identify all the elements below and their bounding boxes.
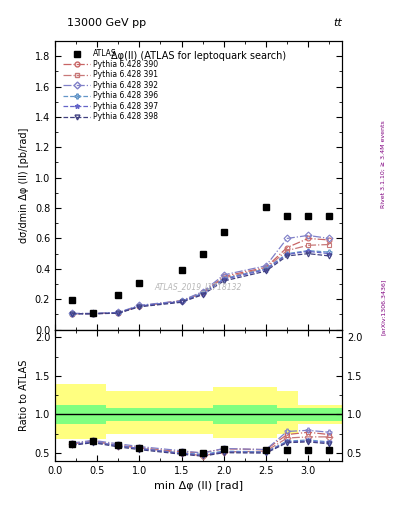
Bar [234, 388, 277, 438]
Text: tt: tt [333, 18, 342, 28]
ATLAS [137, 280, 142, 286]
Text: Δφ(ll) (ATLAS for leptoquark search): Δφ(ll) (ATLAS for leptoquark search) [111, 51, 286, 61]
ATLAS [285, 212, 289, 219]
X-axis label: min Δφ (ll) [rad]: min Δφ (ll) [rad] [154, 481, 243, 491]
Bar [160, 391, 192, 434]
Bar [298, 408, 342, 421]
Text: 13000 GeV pp: 13000 GeV pp [67, 18, 146, 28]
Bar [213, 405, 234, 424]
ATLAS [306, 212, 310, 219]
Bar [277, 391, 298, 434]
Text: [arXiv:1306.3436]: [arXiv:1306.3436] [381, 279, 386, 335]
ATLAS [264, 204, 268, 210]
Y-axis label: Ratio to ATLAS: Ratio to ATLAS [19, 359, 29, 431]
ATLAS [221, 229, 226, 236]
Bar [55, 383, 84, 439]
Bar [106, 391, 129, 434]
ATLAS [70, 297, 74, 303]
Bar [129, 408, 160, 421]
Text: Rivet 3.1.10; ≥ 3.4M events: Rivet 3.1.10; ≥ 3.4M events [381, 120, 386, 208]
Bar [213, 388, 234, 438]
Bar [106, 408, 129, 421]
Bar [84, 405, 106, 424]
Bar [277, 408, 298, 421]
ATLAS [200, 250, 205, 257]
Line: ATLAS: ATLAS [68, 204, 333, 317]
Bar [192, 408, 213, 421]
Bar [160, 408, 192, 421]
Bar [55, 405, 84, 424]
Text: ATLAS_2019_I1718132: ATLAS_2019_I1718132 [155, 282, 242, 291]
ATLAS [179, 267, 184, 273]
ATLAS [327, 212, 332, 219]
Bar [129, 391, 160, 434]
Bar [234, 405, 277, 424]
Bar [192, 391, 213, 434]
ATLAS [116, 292, 121, 298]
Bar [298, 405, 342, 424]
Bar [84, 383, 106, 439]
Y-axis label: dσ/dmin Δφ (ll) [pb/rad]: dσ/dmin Δφ (ll) [pb/rad] [19, 127, 29, 243]
Legend: ATLAS, Pythia 6.428 390, Pythia 6.428 391, Pythia 6.428 392, Pythia 6.428 396, P: ATLAS, Pythia 6.428 390, Pythia 6.428 39… [62, 48, 160, 123]
ATLAS [91, 310, 95, 316]
